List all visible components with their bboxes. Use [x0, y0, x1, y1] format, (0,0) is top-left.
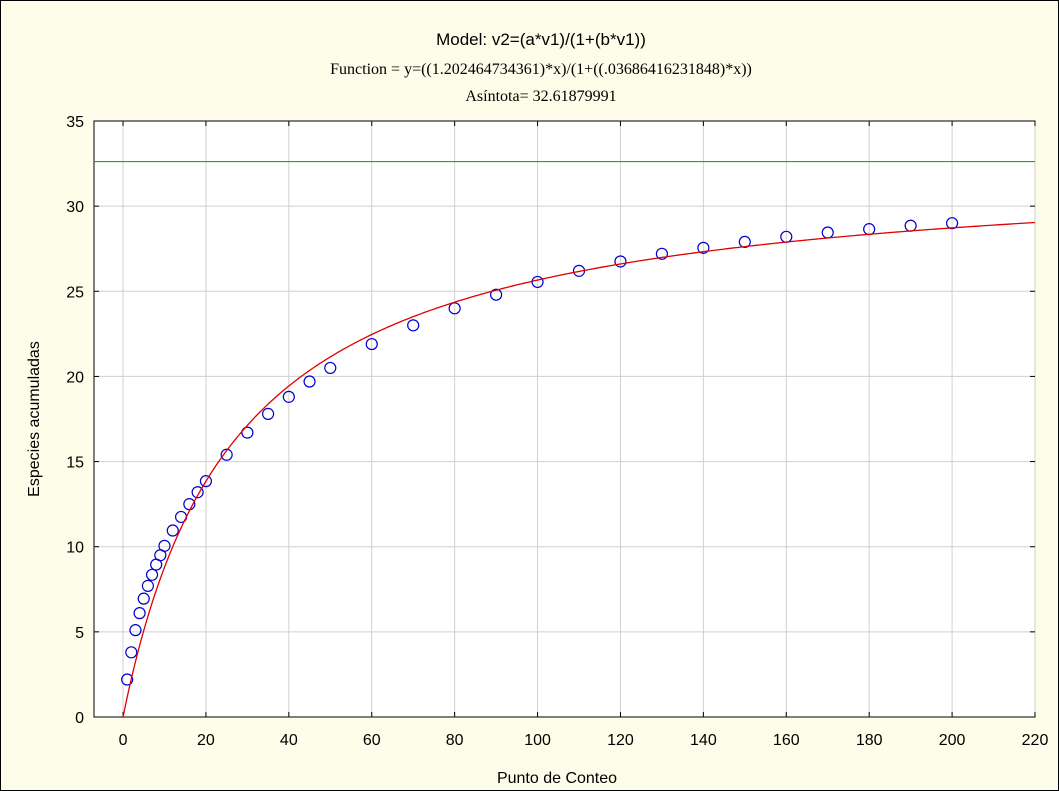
data-point — [129, 624, 142, 637]
x-tick-label: 20 — [197, 732, 215, 749]
data-point — [738, 235, 751, 249]
data-point — [191, 486, 204, 499]
data-point — [655, 247, 669, 260]
data-point — [241, 426, 254, 439]
y-tick-label: 35 — [66, 114, 84, 131]
y-axis: 0 5 10 15 20 25 30 35 — [66, 114, 1035, 727]
data-point — [141, 579, 154, 592]
x-tick-label: 60 — [363, 732, 381, 749]
x-tick-label: 40 — [280, 732, 298, 749]
x-tick-label: 180 — [856, 732, 883, 749]
x-axis-label: Punto de Conteo — [497, 770, 617, 787]
data-point — [158, 539, 171, 552]
chart-subtitle: Function = y=((1.202464734361)*x)/(1+((.… — [330, 61, 752, 78]
data-point — [697, 241, 710, 254]
data-point — [945, 217, 959, 230]
data-point — [407, 319, 420, 332]
asymptote-annotation: Asíntota= 32.61879991 — [465, 88, 616, 105]
x-axis: 0 20 40 60 80 100 120 140 160 180 200 220 — [119, 121, 1049, 749]
y-tick-label: 0 — [75, 710, 84, 727]
y-tick-label: 30 — [66, 199, 84, 216]
data-point — [125, 646, 138, 659]
data-point — [137, 592, 150, 605]
data-point — [199, 475, 213, 488]
x-tick-label: 120 — [607, 732, 634, 749]
y-tick-label: 10 — [66, 540, 84, 557]
grid-lines — [94, 121, 1036, 717]
chart-title: Model: v2=(a*v1)/(1+(b*v1)) — [436, 30, 646, 49]
series-layer — [94, 160, 1036, 718]
data-point — [133, 607, 146, 620]
x-tick-label: 160 — [773, 732, 800, 749]
data-point — [490, 288, 503, 301]
data-point — [166, 524, 179, 537]
y-tick-label: 25 — [66, 284, 84, 301]
x-tick-label: 100 — [524, 732, 551, 749]
y-tick-label: 5 — [75, 625, 84, 642]
y-axis-label: Especies acumuladas — [26, 341, 43, 497]
data-point — [220, 448, 233, 461]
x-tick-label: 80 — [446, 732, 464, 749]
data-point — [145, 568, 159, 581]
x-tick-label: 220 — [1022, 732, 1049, 749]
plot-area — [93, 120, 1036, 718]
data-point — [262, 407, 275, 420]
x-tick-label: 0 — [119, 732, 128, 749]
data-point — [365, 337, 378, 351]
data-point — [614, 255, 627, 268]
data-point — [121, 673, 134, 686]
y-tick-label: 15 — [66, 455, 84, 472]
y-tick-label: 20 — [66, 369, 84, 386]
data-point — [282, 390, 295, 403]
x-tick-label: 140 — [690, 732, 717, 749]
fit-curve — [122, 221, 1036, 718]
data-point — [324, 361, 337, 375]
x-tick-label: 200 — [939, 732, 966, 749]
data-point — [303, 375, 316, 388]
